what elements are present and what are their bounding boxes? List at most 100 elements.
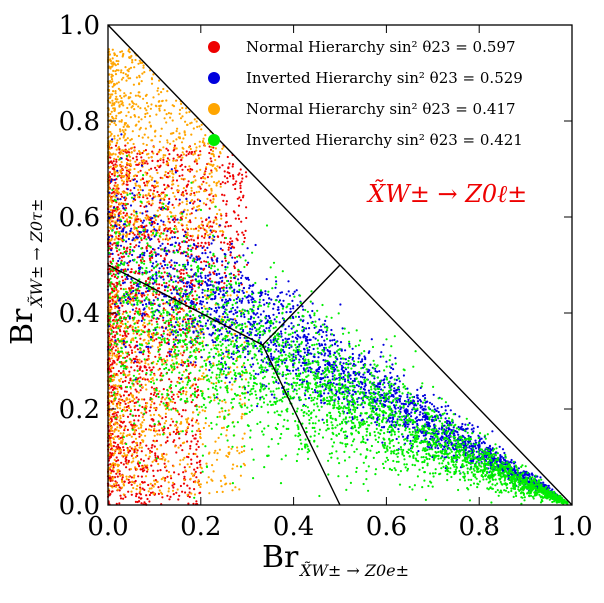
scatter-point [127, 401, 130, 404]
scatter-point [110, 357, 113, 360]
scatter-point [312, 336, 315, 339]
scatter-point [176, 331, 179, 334]
scatter-point [131, 239, 134, 242]
scatter-point [176, 426, 179, 429]
scatter-point [158, 326, 161, 329]
scatter-point [124, 376, 127, 379]
scatter-point [141, 324, 145, 327]
scatter-point [115, 95, 118, 98]
scatter-point [212, 470, 215, 473]
scatter-point [109, 492, 112, 496]
scatter-point [167, 220, 170, 223]
scatter-point [262, 310, 265, 313]
scatter-point [129, 400, 132, 403]
scatter-point [243, 341, 246, 344]
scatter-point [120, 103, 123, 106]
scatter-point [166, 359, 169, 362]
scatter-point [227, 445, 230, 449]
scatter-point [144, 290, 148, 293]
scatter-point [143, 464, 146, 467]
scatter-point [198, 405, 201, 408]
scatter-point [276, 295, 279, 298]
scatter-point [458, 415, 461, 418]
scatter-point [176, 218, 179, 221]
scatter-point [128, 248, 132, 251]
scatter-point [112, 220, 115, 223]
scatter-point [138, 235, 141, 238]
scatter-point [210, 201, 213, 204]
scatter-point [152, 193, 155, 196]
scatter-point [206, 224, 209, 228]
scatter-point [190, 189, 193, 192]
scatter-point [175, 179, 179, 182]
scatter-point [126, 268, 129, 271]
scatter-point [133, 186, 136, 190]
scatter-point [182, 471, 185, 474]
scatter-point [125, 166, 128, 169]
scatter-point [185, 251, 188, 254]
scatter-point [129, 179, 132, 183]
scatter-point [160, 207, 163, 211]
scatter-point [130, 361, 133, 364]
scatter-point [159, 134, 162, 138]
scatter-point [111, 80, 114, 83]
scatter-point [122, 463, 125, 466]
scatter-point [108, 152, 111, 155]
scatter-point [139, 259, 142, 262]
scatter-point [178, 494, 181, 497]
scatter-point [249, 327, 252, 330]
scatter-point [213, 219, 216, 222]
scatter-point [189, 444, 192, 448]
scatter-point [319, 399, 323, 402]
scatter-point [202, 245, 205, 248]
scatter-point [128, 51, 131, 54]
scatter-point [178, 137, 182, 140]
scatter-point [239, 168, 242, 171]
scatter-point [159, 444, 162, 447]
scatter-point [115, 148, 118, 151]
scatter-point [318, 344, 321, 347]
scatter-point [129, 468, 132, 471]
scatter-point [359, 375, 362, 378]
scatter-point [159, 199, 162, 202]
scatter-point [163, 229, 166, 232]
scatter-point [184, 133, 187, 136]
scatter-point [116, 390, 119, 393]
scatter-point [200, 128, 203, 131]
scatter-point [157, 492, 160, 495]
scatter-point [213, 399, 216, 402]
scatter-point [191, 424, 194, 427]
scatter-point [118, 379, 121, 382]
scatter-point [138, 241, 141, 244]
scatter-point [177, 395, 180, 398]
scatter-point [115, 262, 118, 265]
scatter-point [117, 81, 120, 84]
scatter-point [210, 146, 213, 149]
scatter-point [170, 230, 173, 233]
scatter-point [141, 421, 144, 424]
scatter-point [159, 164, 162, 167]
scatter-point [115, 158, 118, 161]
scatter-point [189, 477, 192, 480]
scatter-point [136, 220, 139, 223]
scatter-point [135, 307, 138, 310]
scatter-point [218, 448, 221, 451]
scatter-point [112, 90, 115, 93]
scatter-point [190, 133, 193, 136]
scatter-point [155, 480, 158, 483]
scatter-point [138, 150, 141, 153]
scatter-point [121, 436, 124, 439]
scatter-point [223, 241, 226, 244]
scatter-point [190, 492, 193, 495]
scatter-point [130, 493, 133, 496]
scatter-point [214, 216, 217, 219]
scatter-point [149, 491, 153, 494]
scatter-point [165, 469, 168, 472]
scatter-point [173, 343, 177, 346]
scatter-point [124, 122, 128, 125]
scatter-point [221, 299, 224, 302]
scatter-point [182, 390, 185, 393]
scatter-point [158, 107, 161, 110]
scatter-point [218, 315, 221, 318]
